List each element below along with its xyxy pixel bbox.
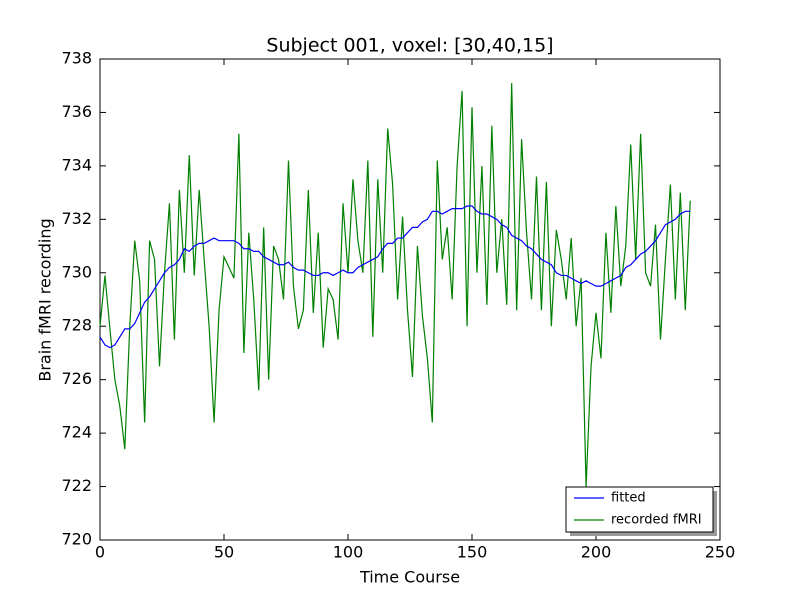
y-tick-label: 732	[61, 209, 92, 228]
y-tick-label: 738	[61, 49, 92, 68]
chart-title: Subject 001, voxel: [30,40,15]	[266, 35, 553, 57]
y-tick-label: 736	[61, 102, 92, 121]
x-tick-label: 100	[333, 543, 364, 562]
legend-label: fitted	[611, 491, 646, 506]
y-tick-label: 724	[61, 423, 92, 442]
y-tick-label: 734	[61, 155, 92, 174]
x-tick-label: 50	[214, 543, 234, 562]
y-tick-label: 722	[61, 476, 92, 495]
y-tick-label: 730	[61, 262, 92, 281]
x-tick-label: 200	[581, 543, 612, 562]
y-tick-label: 726	[61, 369, 92, 388]
x-tick-label: 0	[95, 543, 105, 562]
legend-box	[565, 486, 714, 533]
y-tick-label: 720	[61, 530, 92, 549]
plot-frame	[99, 58, 721, 541]
data-line	[99, 205, 691, 349]
data-line	[99, 83, 691, 487]
x-tick-label: 150	[457, 543, 488, 562]
y-axis-label: Brain fMRI recording	[36, 218, 55, 381]
y-tick-label: 728	[61, 316, 92, 335]
x-axis-label: Time Course	[359, 568, 460, 587]
legend-label: recorded fMRI	[611, 513, 702, 528]
x-tick-label: 250	[705, 543, 736, 562]
